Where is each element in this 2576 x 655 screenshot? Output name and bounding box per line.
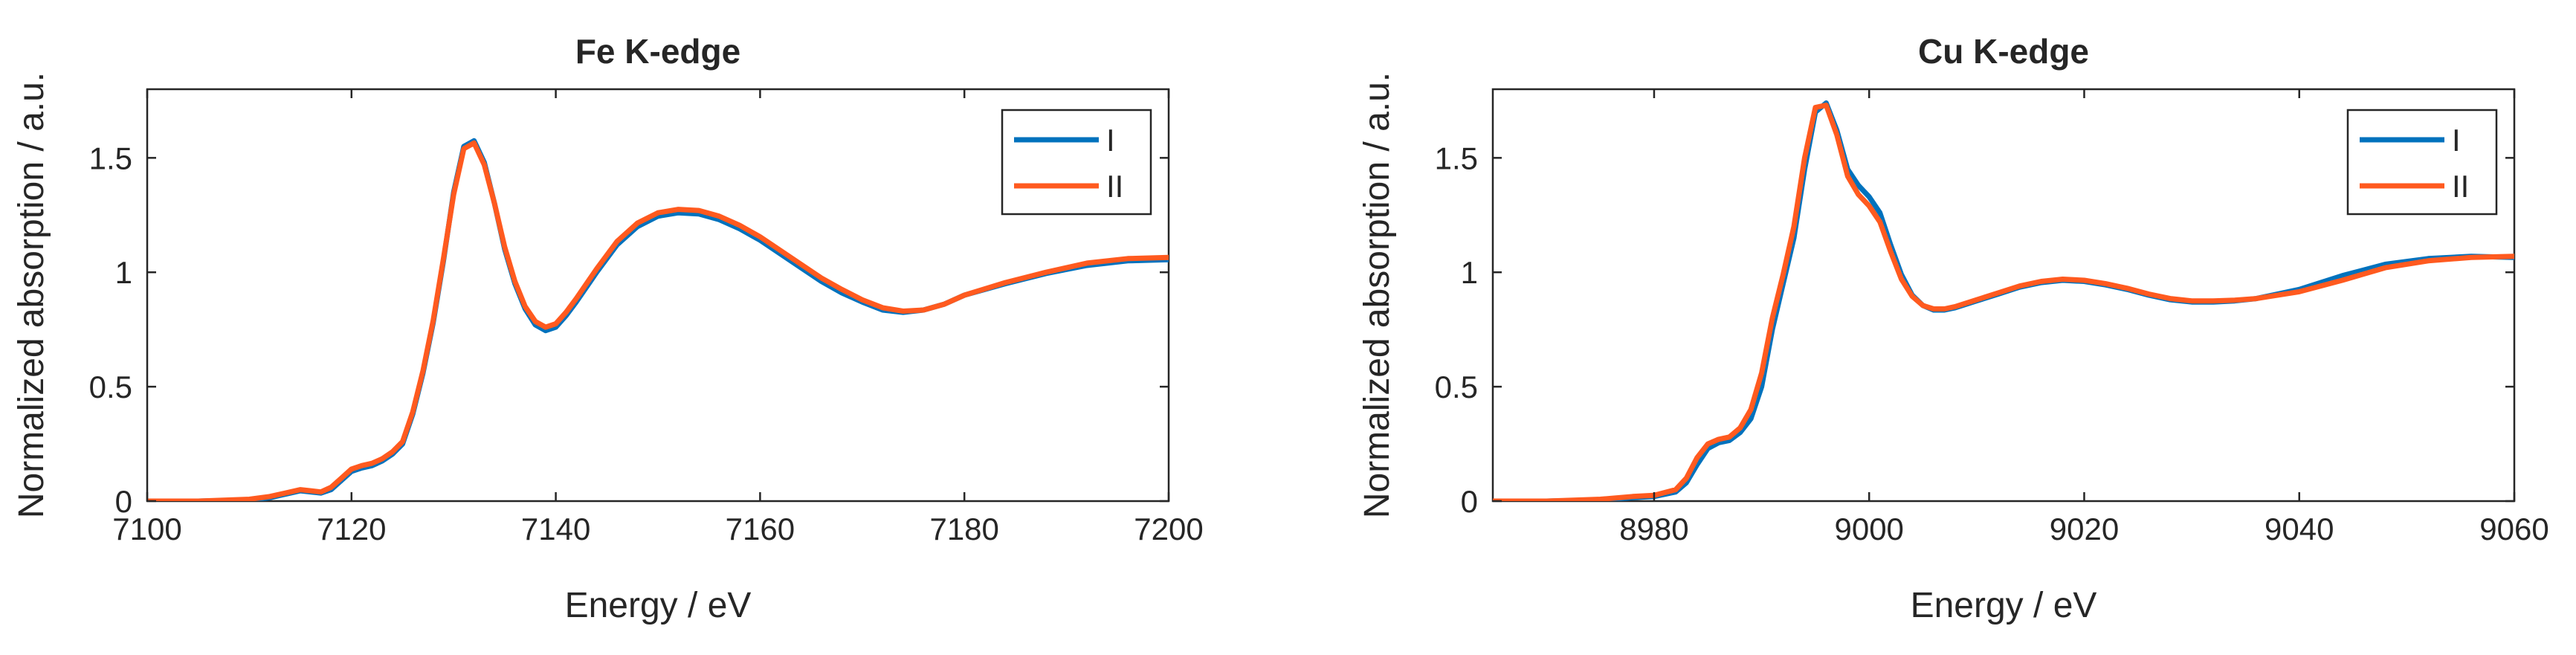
y-tick-label: 0.5 xyxy=(1435,370,1478,404)
x-tick-label: 9060 xyxy=(2479,512,2548,546)
legend: III xyxy=(1001,109,1152,216)
series-line-ii xyxy=(147,140,1169,501)
y-tick-label: 0 xyxy=(1461,484,1478,519)
chart-title: Cu K-edge xyxy=(1918,32,2089,71)
legend-label-i: I xyxy=(2452,123,2461,158)
y-axis-label: Normalized absorption / a.u. xyxy=(1358,72,1397,518)
y-tick-label: 1 xyxy=(1461,255,1478,290)
chart-title: Fe K-edge xyxy=(575,32,740,71)
x-tick-label: 9020 xyxy=(2050,512,2119,546)
x-tick-label: 7160 xyxy=(726,512,795,546)
series-line-ii xyxy=(1493,103,2514,501)
y-tick-label: 1.5 xyxy=(89,141,132,175)
fe-k-edge-panel: 7100 7120 7140 7160 7180 7200 0 0.5 1 1.5 Fe K-edg… xyxy=(12,32,1204,625)
x-tick-label: 7200 xyxy=(1134,512,1203,546)
x-tick-label: 9000 xyxy=(1834,512,1903,546)
legend-label-ii: II xyxy=(2452,169,2469,204)
plot-area-frame xyxy=(1491,88,2516,503)
y-tick-label: 0.5 xyxy=(89,370,132,404)
legend-box xyxy=(1001,109,1152,216)
plot-area-frame xyxy=(146,88,1170,503)
legend-box xyxy=(2346,109,2498,216)
y-tick-label: 1.5 xyxy=(1435,141,1478,175)
y-tick-label: 0 xyxy=(115,484,132,519)
x-tick-label: 9040 xyxy=(2265,512,2334,546)
x-tick-label: 7100 xyxy=(112,512,181,546)
cu-k-edge-panel: 8980 9000 9020 9040 9060 0 0.5 1 1.5 Cu K-edge Ene… xyxy=(1358,32,2549,625)
x-axis-label: Energy / eV xyxy=(565,586,752,625)
y-tick-label: 1 xyxy=(115,255,132,290)
y-axis-label: Normalized absorption / a.u. xyxy=(12,72,51,518)
x-tick-label: 7120 xyxy=(317,512,386,546)
x-tick-label: 7180 xyxy=(929,512,998,546)
legend: III xyxy=(2346,109,2498,216)
legend-label-i: I xyxy=(1106,123,1115,158)
legend-label-ii: II xyxy=(1106,169,1123,204)
x-tick-label: 8980 xyxy=(1619,512,1688,546)
x-axis-label: Energy / eV xyxy=(1911,586,2097,625)
x-tick-label: 7140 xyxy=(521,512,590,546)
